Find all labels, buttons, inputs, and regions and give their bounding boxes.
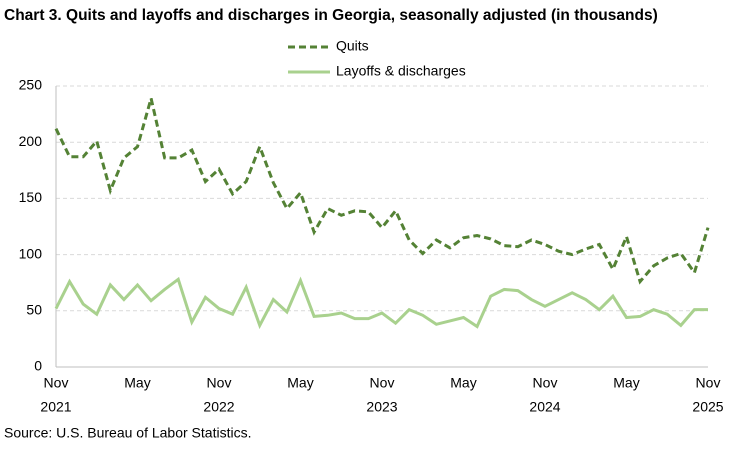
y-tick-label: 100 — [19, 245, 43, 261]
x-tick-label: Nov — [696, 375, 721, 391]
x-year-label: 2024 — [529, 399, 560, 415]
y-tick-label: 150 — [19, 189, 43, 205]
x-tick-label: May — [613, 375, 639, 391]
x-year-label: 2021 — [40, 399, 71, 415]
chart-title: Chart 3. Quits and layoffs and discharge… — [4, 7, 658, 24]
x-tick-label: Nov — [44, 375, 69, 391]
source: Source: U.S. Bureau of Labor Statistics. — [4, 425, 251, 441]
series-line — [54, 97, 710, 285]
x-year-label: 2022 — [203, 399, 234, 415]
series-line — [54, 276, 708, 330]
x-year-label: 2023 — [366, 399, 397, 415]
x-tick-label: May — [450, 375, 476, 391]
x-tick-label: May — [287, 375, 313, 391]
x-tick-label: Nov — [207, 375, 232, 391]
x-tick-label: Nov — [370, 375, 395, 391]
y-tick-label: 250 — [19, 77, 43, 93]
y-tick-label: 200 — [19, 133, 43, 149]
legend-label: Layoffs & discharges — [336, 63, 466, 79]
y-tick-label: 50 — [26, 302, 42, 318]
y-tick-label: 0 — [34, 358, 42, 374]
x-tick-label: Nov — [533, 375, 558, 391]
x-year-label: 2025 — [692, 399, 723, 415]
x-tick-label: May — [124, 375, 150, 391]
legend-label: Quits — [336, 38, 369, 54]
